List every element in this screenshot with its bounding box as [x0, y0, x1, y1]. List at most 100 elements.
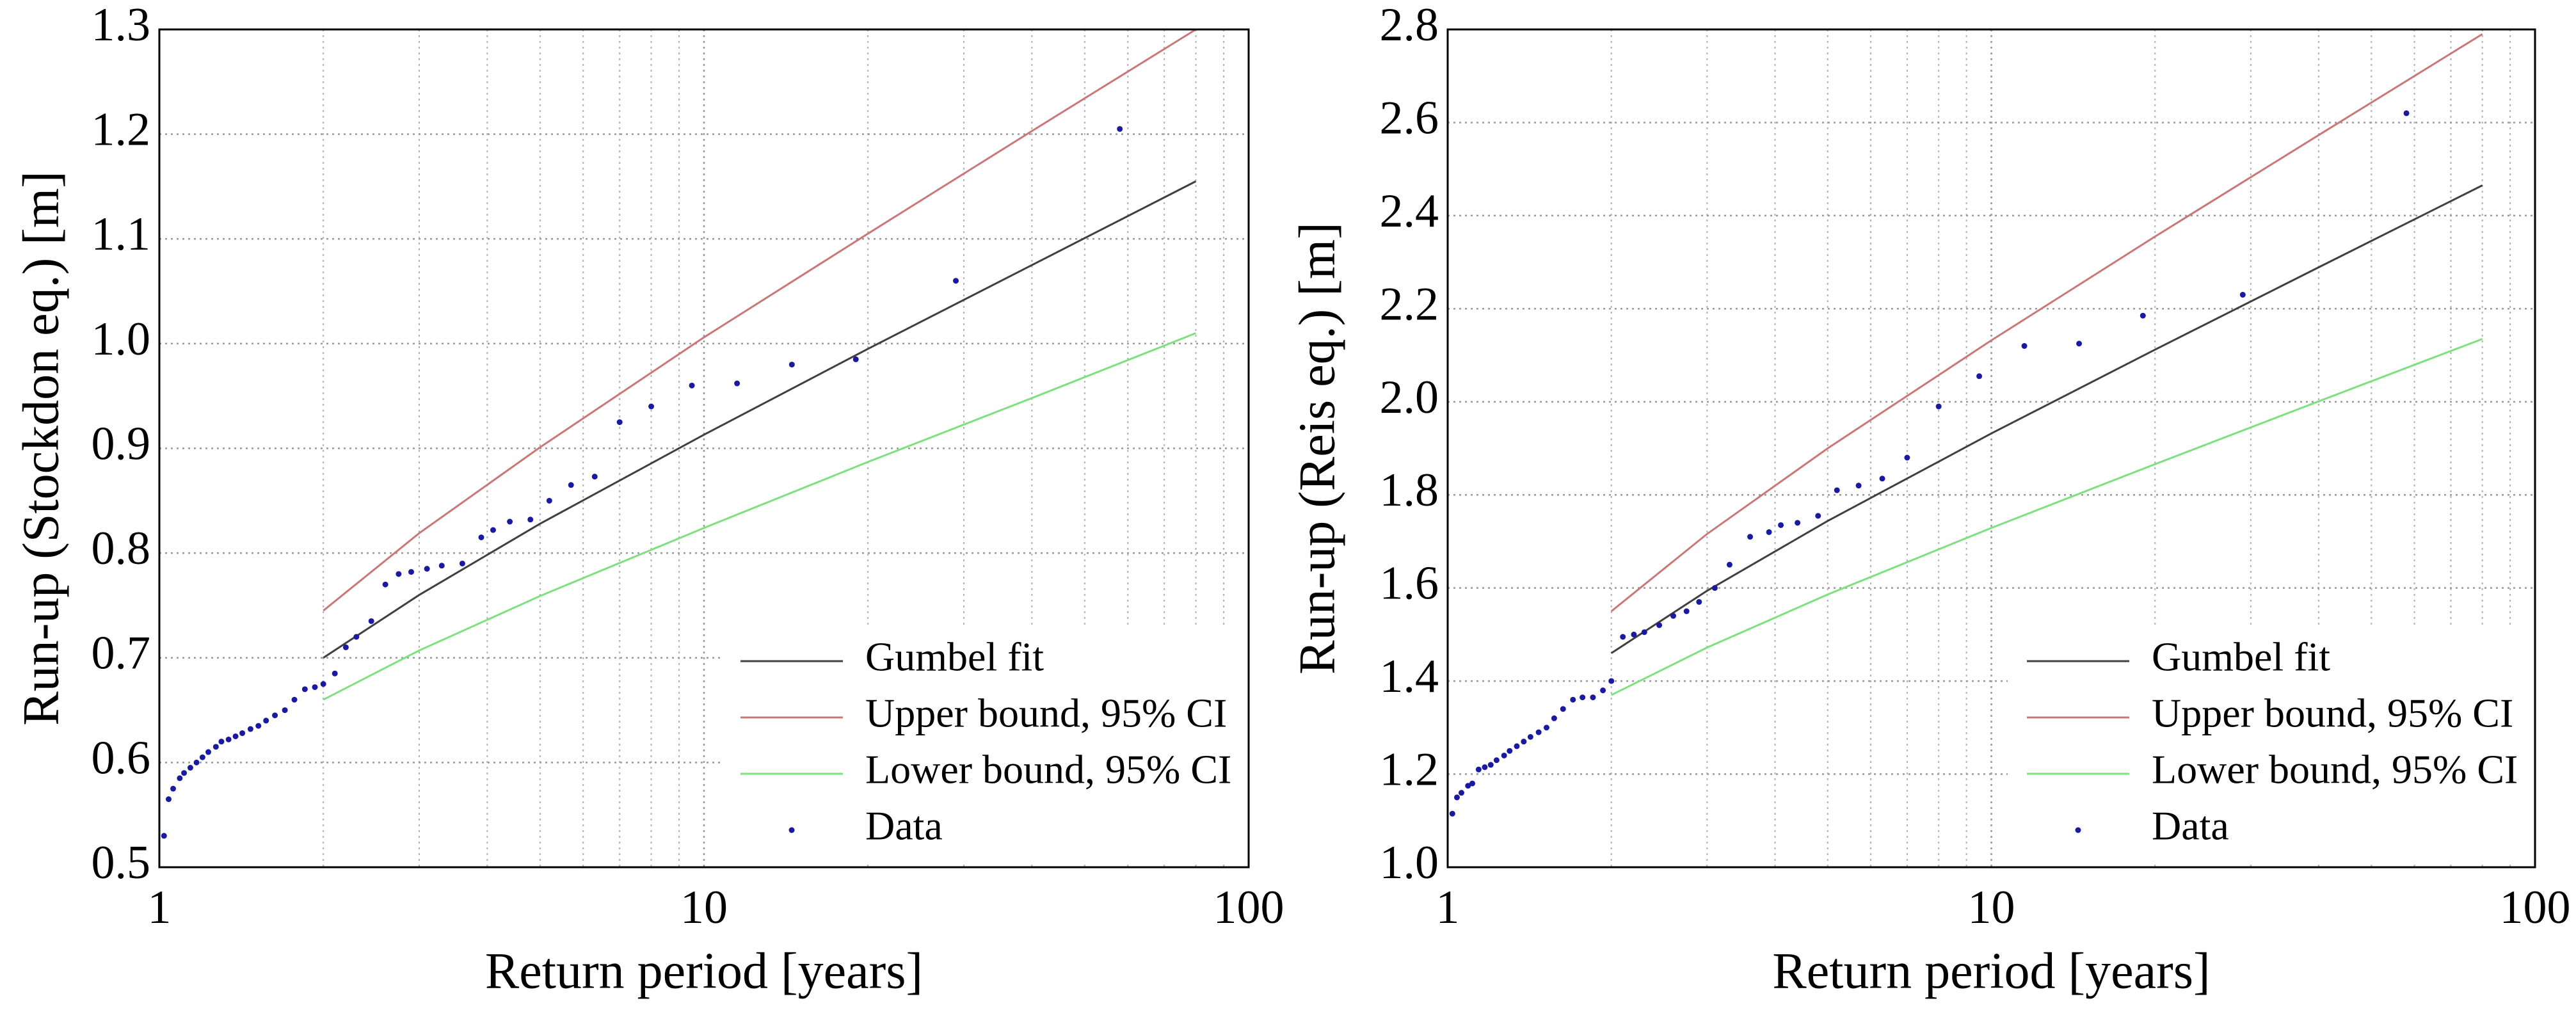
data-point — [1656, 622, 1663, 629]
data-point — [1117, 125, 1123, 132]
data-point — [1976, 373, 1983, 380]
y-tick-label: 0.5 — [92, 837, 151, 889]
data-point — [1475, 766, 1482, 773]
y-tick-label: 2.0 — [1380, 371, 1439, 424]
data-point — [1521, 739, 1527, 745]
data-point — [1747, 534, 1754, 540]
series-line — [323, 28, 1197, 612]
data-point — [527, 517, 534, 523]
data-point — [187, 765, 193, 771]
x-tick-label: 10 — [1968, 881, 2015, 934]
data-point — [1535, 729, 1542, 735]
data-point — [232, 733, 239, 739]
y-axis-label: Run-up (Stockdon eq.) [m] — [13, 171, 69, 726]
data-point — [239, 730, 246, 737]
y-tick-label: 1.0 — [1380, 837, 1439, 889]
data-point — [1834, 487, 1840, 493]
legend-label: Lower bound, 95% CI — [865, 747, 1231, 792]
data-point — [2021, 343, 2028, 349]
x-axis-label: Return period [years] — [485, 943, 923, 999]
data-point — [408, 569, 415, 575]
data-point — [1778, 522, 1784, 528]
data-point — [546, 497, 552, 504]
data-point — [342, 644, 349, 650]
y-axis-label: Run-up (Reis eq.) [m] — [1289, 222, 1345, 675]
data-point — [1493, 757, 1500, 764]
series-line — [1610, 184, 2483, 654]
data-point — [616, 419, 623, 426]
legend-label: Gumbel fit — [2152, 634, 2330, 680]
data-point — [648, 403, 655, 410]
data-point — [1501, 752, 1507, 758]
data-point — [1570, 696, 1576, 703]
y-tick-label: 2.4 — [1380, 185, 1439, 237]
series-line — [1611, 338, 2483, 696]
data-point — [1560, 706, 1566, 712]
data-point — [1766, 529, 1772, 535]
x-tick-label: 1 — [148, 881, 172, 934]
data-point — [591, 474, 598, 480]
y-tick-label: 2.2 — [1380, 278, 1439, 330]
data-point — [2140, 312, 2146, 319]
legend-box — [721, 627, 1246, 865]
x-tick-label: 10 — [680, 881, 728, 934]
data-point — [507, 518, 513, 525]
y-tick-label: 0.7 — [92, 627, 151, 680]
data-point — [177, 775, 183, 781]
y-tick-label: 0.6 — [92, 732, 151, 784]
data-point — [2403, 110, 2410, 116]
data-point — [332, 670, 338, 677]
data-point — [689, 382, 695, 388]
legend-label: Data — [865, 803, 943, 849]
data-point — [1543, 725, 1549, 731]
data-point — [1465, 783, 1471, 789]
data-point — [438, 563, 445, 569]
data-point — [212, 744, 219, 750]
series-line — [1610, 33, 2483, 613]
data-point — [199, 754, 205, 760]
series-line — [323, 180, 1197, 659]
data-point — [1469, 780, 1476, 787]
data-point — [181, 770, 188, 776]
data-point — [218, 739, 225, 745]
y-tick-label: 1.6 — [1380, 557, 1439, 610]
data-point — [282, 707, 288, 714]
data-point — [320, 681, 326, 687]
data-point — [1514, 743, 1520, 749]
data-point — [1855, 483, 1862, 489]
data-point — [1453, 794, 1460, 801]
data-point — [205, 749, 212, 755]
data-point — [368, 618, 374, 624]
legend-label: Data — [2152, 803, 2229, 849]
chart-panel: 1 10 100 1.0 1.2 1.4 1.6 1.8 2.0 2.2 2.4 2.6 2.8 Retu… — [1289, 0, 2570, 999]
data-point — [1620, 634, 1626, 640]
data-point — [1507, 748, 1513, 754]
data-point — [1696, 598, 1702, 605]
data-point — [291, 696, 298, 703]
data-point — [1795, 520, 1801, 526]
data-point — [1726, 561, 1732, 568]
data-point — [788, 362, 795, 368]
data-point — [272, 712, 278, 719]
data-point — [161, 833, 167, 839]
data-point — [1449, 810, 1455, 817]
data-point — [568, 482, 574, 488]
data-point — [478, 534, 484, 541]
y-tick-label: 1.1 — [92, 208, 151, 260]
data-point — [1458, 790, 1464, 796]
legend-label: Lower bound, 95% CI — [2152, 747, 2518, 792]
legend-label: Upper bound, 95% CI — [865, 691, 1227, 736]
x-tick-label: 100 — [1213, 881, 1284, 934]
data-point — [852, 356, 859, 362]
data-point — [734, 380, 740, 387]
y-tick-label: 2.6 — [1380, 92, 1439, 144]
data-point — [2076, 340, 2083, 347]
data-point — [301, 686, 308, 693]
data-point — [1482, 764, 1488, 771]
legend-marker — [788, 827, 795, 833]
legend-label: Gumbel fit — [865, 634, 1044, 680]
data-point — [1590, 694, 1596, 701]
data-point — [1641, 629, 1647, 636]
